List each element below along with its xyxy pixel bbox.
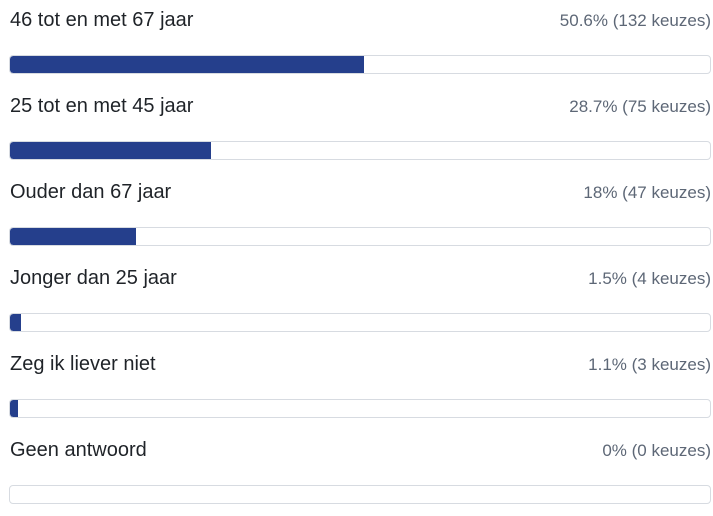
option-result: 28.7% (75 keuzes) [569,97,711,116]
option-label: Jonger dan 25 jaar [10,267,177,289]
poll-results: 46 tot en met 67 jaar 50.6% (132 keuzes)… [0,0,713,504]
progress-track [9,313,711,332]
progress-track [9,485,711,504]
progress-track [9,141,711,160]
option-result: 1.1% (3 keuzes) [588,355,711,374]
poll-option: 46 tot en met 67 jaar 50.6% (132 keuzes) [0,0,713,86]
option-result: 0% (0 keuzes) [602,441,711,460]
progress-track [9,55,711,74]
progress-fill [10,228,136,245]
option-result: 18% (47 keuzes) [583,183,711,202]
poll-option: 25 tot en met 45 jaar 28.7% (75 keuzes) [0,86,713,172]
progress-fill [10,56,365,73]
option-label: Ouder dan 67 jaar [10,181,172,203]
progress-track [9,399,711,418]
progress-fill [10,400,18,417]
option-label: 46 tot en met 67 jaar [10,9,194,31]
poll-option: Zeg ik liever niet 1.1% (3 keuzes) [0,344,713,430]
poll-option: Jonger dan 25 jaar 1.5% (4 keuzes) [0,258,713,344]
option-result: 1.5% (4 keuzes) [588,269,711,288]
option-label: Geen antwoord [10,439,147,461]
poll-option: Ouder dan 67 jaar 18% (47 keuzes) [0,172,713,258]
poll-option: Geen antwoord 0% (0 keuzes) [0,430,713,516]
progress-fill [10,142,211,159]
option-result: 50.6% (132 keuzes) [559,11,711,30]
option-label: Zeg ik liever niet [10,353,156,375]
progress-fill [10,314,21,331]
option-label: 25 tot en met 45 jaar [10,95,194,117]
progress-track [9,227,711,246]
